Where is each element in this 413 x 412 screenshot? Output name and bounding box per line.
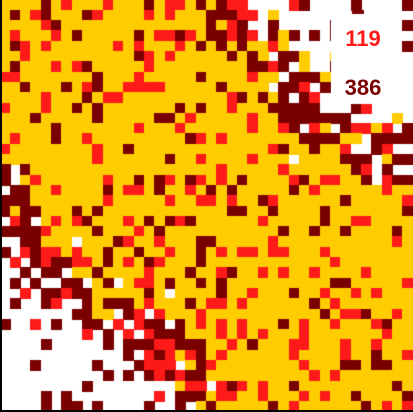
hud-panel-bottom — [331, 72, 395, 103]
board-bottom-border — [0, 410, 413, 412]
red-score-counter: 119 — [345, 26, 381, 51]
dark-score-counter: 386 — [344, 75, 382, 100]
board-left-border — [0, 0, 2, 412]
hud-panel-top — [331, 23, 395, 54]
